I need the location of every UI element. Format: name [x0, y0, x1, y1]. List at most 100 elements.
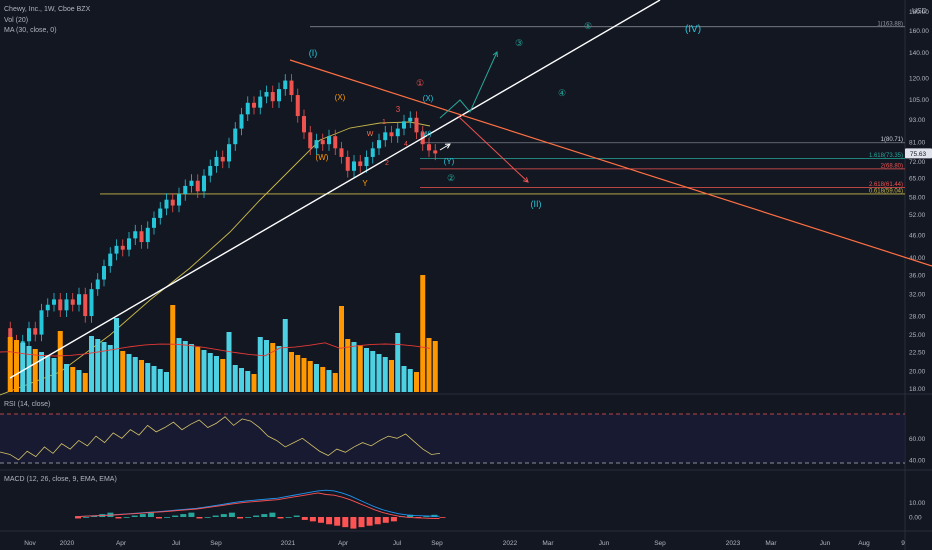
- volume-bar: [320, 367, 326, 392]
- resistance-trendline: [289, 59, 932, 267]
- macd-histogram-bar: [415, 517, 422, 518]
- volume-bar: [407, 369, 413, 392]
- candle-body: [77, 294, 81, 305]
- macd-histogram-bar: [261, 514, 268, 517]
- macd-histogram-bar: [390, 517, 397, 522]
- signal-line: [74, 492, 440, 519]
- candle-body: [64, 299, 69, 311]
- volume-bar: [332, 373, 338, 392]
- volume-bar: [26, 346, 32, 392]
- y-tick-label: 46.00: [909, 232, 926, 239]
- x-tick-label: Apr: [116, 540, 127, 547]
- volume-bar: [214, 356, 219, 392]
- y-tick-label: 52.00: [909, 212, 926, 219]
- y-tick-label: 32.00: [909, 292, 926, 299]
- macd-histogram-bar: [423, 516, 430, 518]
- volume-bar: [420, 275, 426, 392]
- volume-ma-line: [0, 342, 431, 357]
- macd-histogram-bar: [277, 517, 284, 519]
- candle-body: [245, 102, 250, 115]
- volume-bar: [32, 349, 38, 392]
- x-tick-label: 9: [901, 540, 905, 547]
- candle-body: [270, 92, 275, 102]
- volume-bar: [170, 305, 176, 392]
- candle-body: [114, 245, 119, 254]
- volume-bar: [195, 347, 201, 392]
- candle-body: [383, 132, 388, 141]
- rsi-legend: RSI (14, close): [4, 401, 51, 408]
- candle-body: [95, 279, 100, 290]
- wave-label: (X): [423, 94, 434, 103]
- macd-histogram-bar: [237, 517, 243, 519]
- macd-histogram-bar: [374, 517, 381, 525]
- macd-histogram-bar: [439, 517, 446, 518]
- candle-body: [364, 156, 369, 167]
- arrow-head-icon: [492, 51, 498, 58]
- macd-histogram-bar: [204, 517, 211, 518]
- price-tag-icon: [905, 148, 932, 159]
- volume-bar: [307, 361, 313, 392]
- volume-bar: [132, 357, 138, 392]
- rsi-tick-label: 60.00: [909, 436, 926, 443]
- candle-body: [320, 140, 325, 145]
- volume-bar: [139, 360, 144, 392]
- wave-label: 3: [396, 105, 401, 114]
- level-label: 1(80.71): [881, 137, 903, 143]
- volume-bar: [295, 355, 301, 392]
- macd-histogram-bar: [156, 517, 162, 519]
- macd-histogram-bar: [382, 517, 389, 523]
- macd-histogram-bar: [212, 515, 219, 517]
- volume-bar: [326, 370, 332, 392]
- y-tick-label: 180.00: [909, 9, 929, 16]
- y-tick-label: 81.00: [909, 140, 926, 147]
- x-tick-label: Apr: [338, 540, 349, 547]
- volume-bar: [145, 363, 151, 392]
- arrow-head-icon: [523, 177, 529, 183]
- y-tick-label: 160.00: [909, 28, 929, 35]
- volume-bar: [301, 358, 307, 392]
- candle-body: [133, 231, 138, 239]
- candle-body: [377, 140, 381, 149]
- volume-bar: [270, 343, 276, 392]
- candle-body: [202, 175, 206, 192]
- arrow-head-icon: [444, 143, 451, 149]
- volume-bar: [76, 370, 82, 392]
- macd-histogram-bar: [326, 517, 333, 525]
- volume-bar: [220, 359, 226, 392]
- macd-histogram-bar: [318, 517, 324, 523]
- candle-body: [45, 304, 50, 311]
- macd-histogram-bar: [75, 517, 81, 519]
- ma-legend: MA (30, close, 0): [4, 27, 57, 34]
- y-tick-label: 22.50: [909, 349, 926, 356]
- y-tick-label: 25.00: [909, 332, 926, 339]
- volume-bar: [345, 339, 351, 392]
- volume-bar: [239, 368, 244, 392]
- candle-body: [395, 128, 400, 137]
- macd-histogram-bar: [83, 517, 90, 518]
- candle-body: [389, 132, 394, 137]
- level-label: 1(163.88): [877, 21, 903, 27]
- macd-histogram-bar: [350, 517, 357, 529]
- candle-body: [414, 117, 419, 133]
- candle-body: [258, 96, 263, 108]
- ma-line: [0, 121, 431, 396]
- volume-bar: [339, 306, 344, 392]
- candle-body: [145, 227, 150, 243]
- candle-body: [33, 328, 38, 335]
- volume-bar: [314, 364, 319, 392]
- volume-bar: [157, 369, 163, 392]
- candle-body: [70, 299, 75, 305]
- level-label: 2(68.80): [881, 163, 903, 169]
- volume-bar: [364, 348, 369, 392]
- symbol-title: Chewy, Inc., 1W, Cboe BZX: [4, 6, 91, 13]
- volume-bar: [257, 337, 263, 392]
- macd-histogram-bar: [285, 517, 292, 518]
- wave-label: ③: [515, 38, 523, 48]
- y-tick-label: 36.00: [909, 272, 926, 279]
- macd-histogram-bar: [220, 514, 227, 517]
- projection-short-arrow: [439, 143, 451, 151]
- candle-body: [308, 132, 313, 149]
- volume-bar: [276, 346, 282, 392]
